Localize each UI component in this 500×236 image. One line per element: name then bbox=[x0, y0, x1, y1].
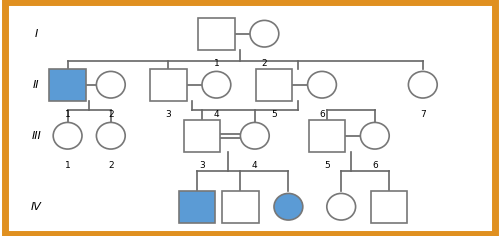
Ellipse shape bbox=[96, 122, 125, 149]
Text: IV: IV bbox=[31, 202, 42, 212]
Text: 6: 6 bbox=[319, 110, 325, 118]
Text: 4: 4 bbox=[214, 110, 219, 118]
Ellipse shape bbox=[274, 194, 303, 220]
Ellipse shape bbox=[408, 72, 437, 98]
Ellipse shape bbox=[250, 20, 279, 47]
Text: 2: 2 bbox=[262, 59, 267, 67]
Bar bbox=[256, 69, 292, 101]
Bar bbox=[371, 191, 408, 223]
Ellipse shape bbox=[327, 194, 356, 220]
Text: 5: 5 bbox=[324, 160, 330, 170]
Text: 3: 3 bbox=[286, 232, 292, 236]
Bar bbox=[50, 69, 86, 101]
Text: II: II bbox=[33, 80, 40, 90]
Text: 2: 2 bbox=[238, 232, 243, 236]
Bar bbox=[179, 191, 216, 223]
Bar bbox=[198, 18, 234, 50]
Text: III: III bbox=[32, 131, 42, 141]
Text: 6: 6 bbox=[372, 160, 378, 170]
Text: 4: 4 bbox=[252, 160, 258, 170]
Bar bbox=[150, 69, 186, 101]
Bar bbox=[308, 120, 345, 152]
Text: 5: 5 bbox=[386, 232, 392, 236]
Text: 7: 7 bbox=[420, 110, 426, 118]
Text: 3: 3 bbox=[199, 160, 205, 170]
Ellipse shape bbox=[96, 72, 125, 98]
Ellipse shape bbox=[308, 72, 336, 98]
Ellipse shape bbox=[53, 122, 82, 149]
Text: 1: 1 bbox=[214, 59, 220, 67]
Text: 5: 5 bbox=[271, 110, 277, 118]
Text: 2: 2 bbox=[108, 110, 114, 118]
Text: I: I bbox=[35, 29, 38, 39]
Text: 4: 4 bbox=[338, 232, 344, 236]
Ellipse shape bbox=[240, 122, 269, 149]
Ellipse shape bbox=[360, 122, 389, 149]
Text: 3: 3 bbox=[166, 110, 172, 118]
Text: 1: 1 bbox=[64, 160, 70, 170]
Text: 1: 1 bbox=[194, 232, 200, 236]
Bar bbox=[222, 191, 258, 223]
Bar bbox=[184, 120, 220, 152]
Text: 1: 1 bbox=[64, 110, 70, 118]
Text: 2: 2 bbox=[108, 160, 114, 170]
Ellipse shape bbox=[202, 72, 231, 98]
